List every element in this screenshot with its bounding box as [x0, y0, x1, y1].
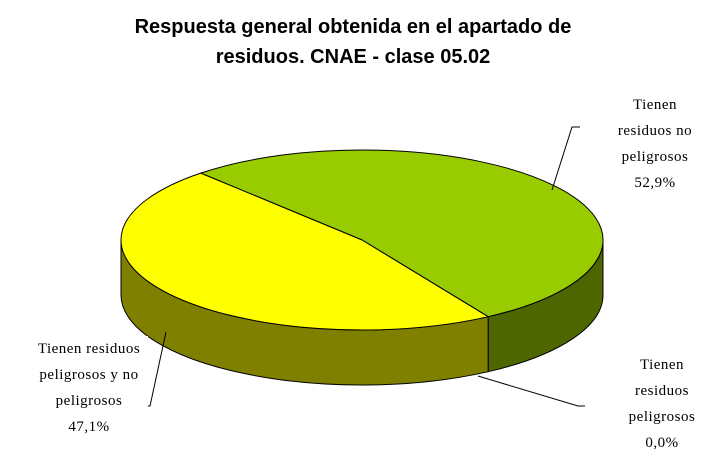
category-label: Tienen residuos peligrosos y no peligros… — [37, 341, 141, 409]
pie — [120, 149, 604, 386]
value-label: 47,1% — [68, 419, 110, 435]
pie-slice — [120, 172, 490, 331]
category-label: Tienen residuos no peligrosos — [617, 97, 693, 165]
leader-line — [477, 375, 585, 407]
slice-label: Tienen residuos peligrosos 0,0% — [617, 352, 706, 456]
slice-label: Tienen residuos no peligrosos 52,9% — [612, 92, 698, 196]
leader-line — [551, 126, 580, 191]
value-label: 0,0% — [645, 435, 679, 451]
pie-slice — [199, 149, 604, 318]
category-label: Tienen residuos peligrosos — [628, 357, 696, 425]
value-label: 52,9% — [634, 175, 676, 191]
slice-label: Tienen residuos peligrosos y no peligros… — [30, 336, 148, 440]
chart-title: Respuesta general obtenida en el apartad… — [134, 16, 572, 68]
